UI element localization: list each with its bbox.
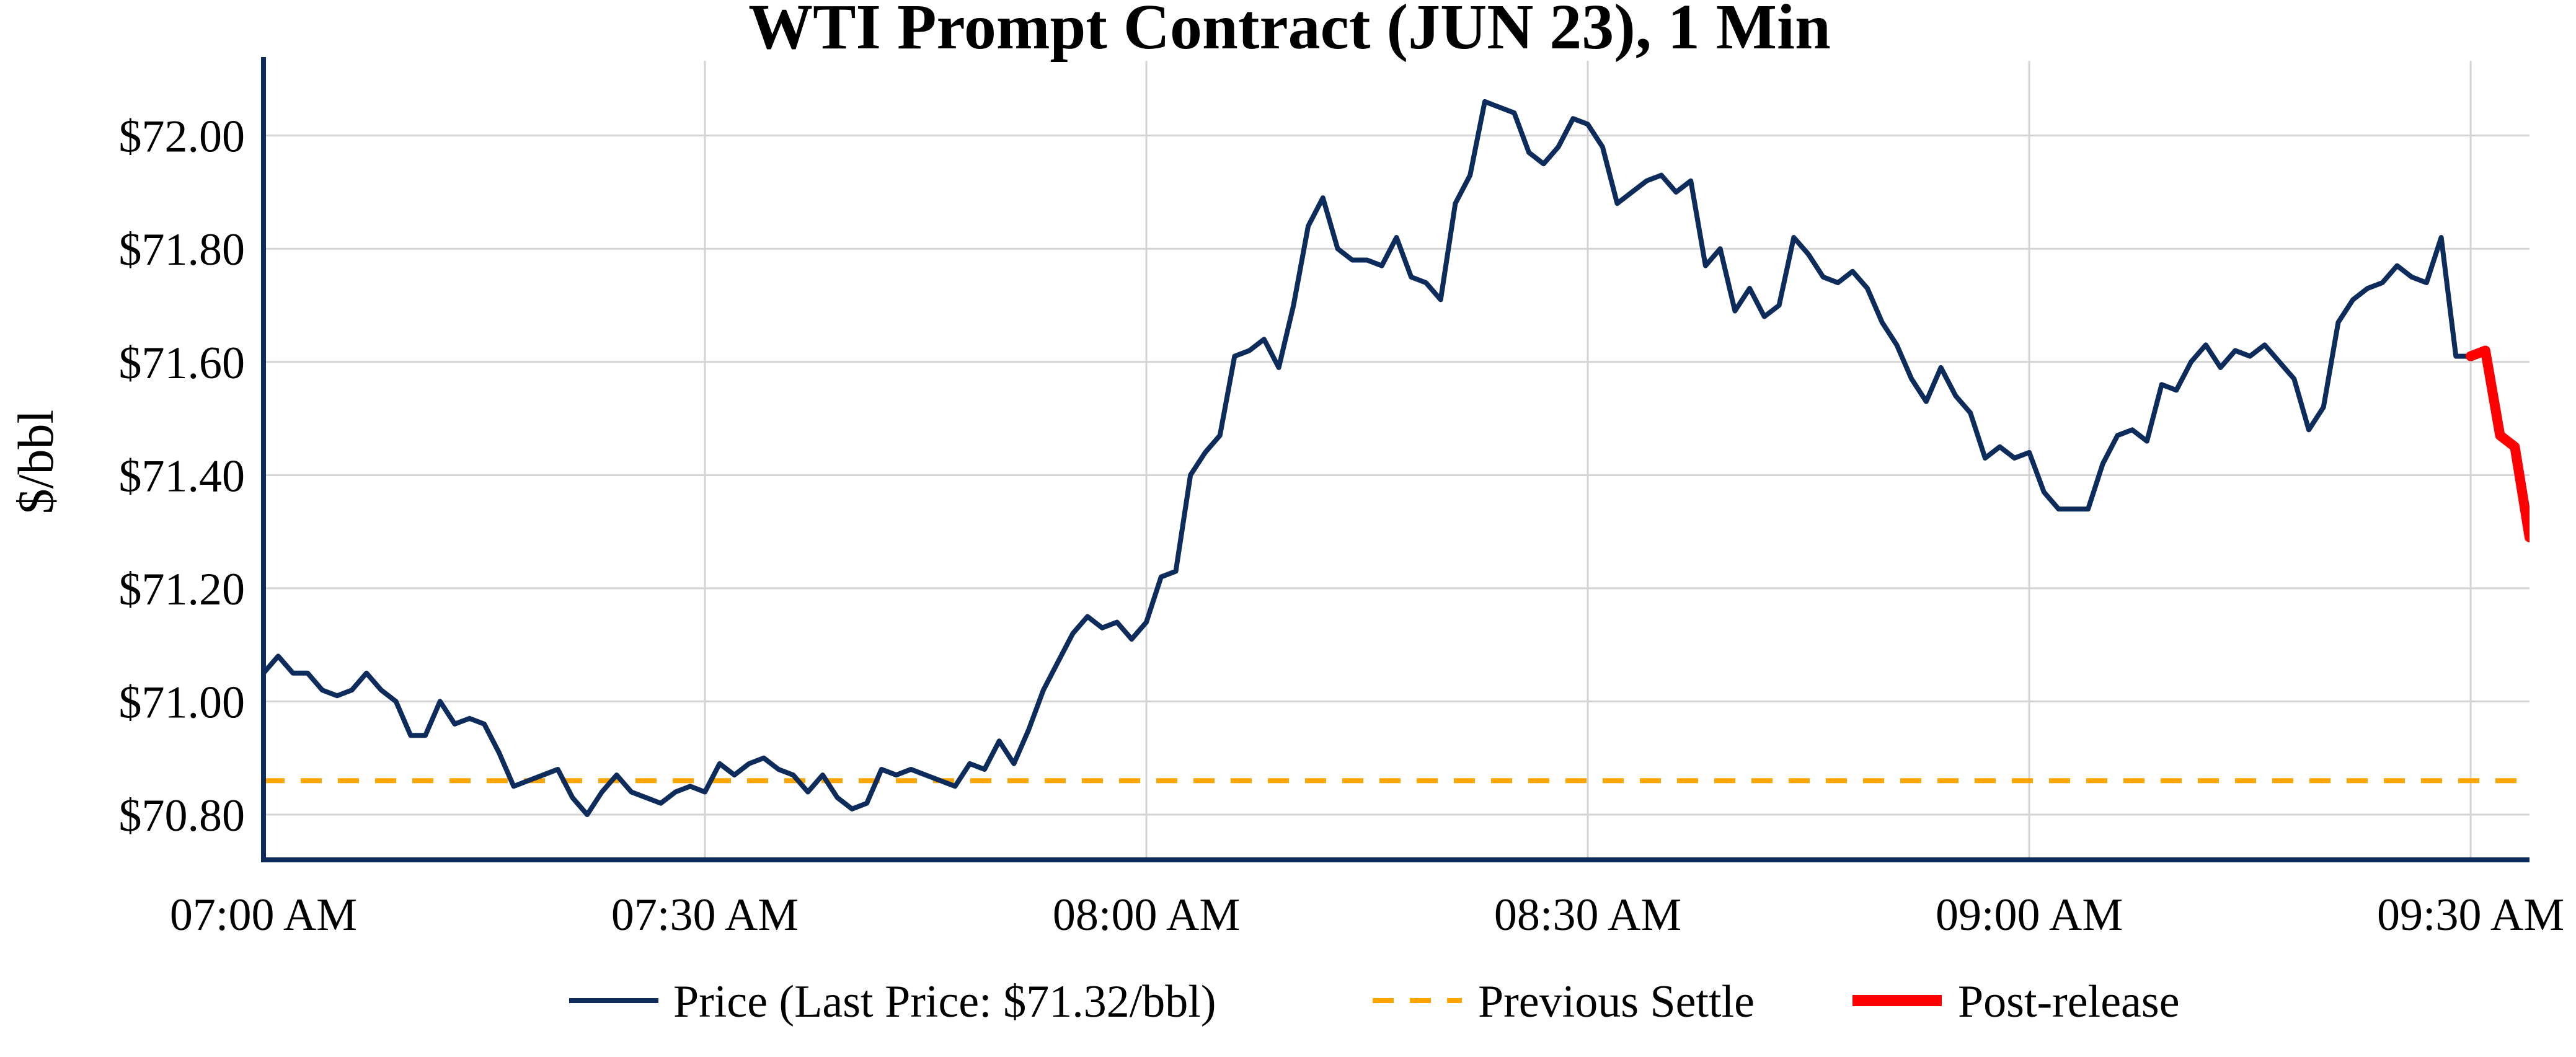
- x-tick-label: 08:00 AM: [1053, 890, 1240, 940]
- y-tick-label: $71.60: [119, 338, 246, 389]
- x-tick-label: 08:30 AM: [1494, 890, 1681, 940]
- legend-settle-label: Previous Settle: [1478, 976, 1755, 1027]
- y-tick-label: $71.40: [119, 451, 246, 502]
- grid: [263, 61, 2530, 860]
- series-lines: [263, 102, 2559, 815]
- y-tick-label: $71.20: [119, 564, 246, 615]
- post-release-line: [2471, 351, 2559, 537]
- x-tick-label: 07:00 AM: [170, 890, 357, 940]
- y-tick-label: $70.80: [119, 790, 246, 841]
- y-axis-label: $/bbl: [7, 410, 64, 515]
- y-tick-label: $71.00: [119, 677, 246, 728]
- legend-post-label: Post-release: [1958, 976, 2180, 1027]
- chart-title: WTI Prompt Contract (JUN 23), 1 Min: [748, 0, 1831, 63]
- tick-labels: $70.80 $71.00 $71.20 $71.40 $71.60 $71.80 $72.…: [119, 112, 2565, 940]
- x-tick-label: 07:30 AM: [611, 890, 799, 940]
- price-line: [263, 102, 2471, 815]
- axes: [261, 57, 2530, 860]
- y-tick-label: $72.00: [119, 112, 246, 162]
- legend-price-label: Price (Last Price: $71.32/bbl): [673, 976, 1216, 1027]
- legend: Price (Last Price: $71.32/bbl) Previous …: [569, 976, 2180, 1027]
- y-tick-label: $71.80: [119, 224, 246, 275]
- x-tick-label: 09:30 AM: [2377, 890, 2564, 940]
- x-tick-label: 09:00 AM: [1936, 890, 2123, 940]
